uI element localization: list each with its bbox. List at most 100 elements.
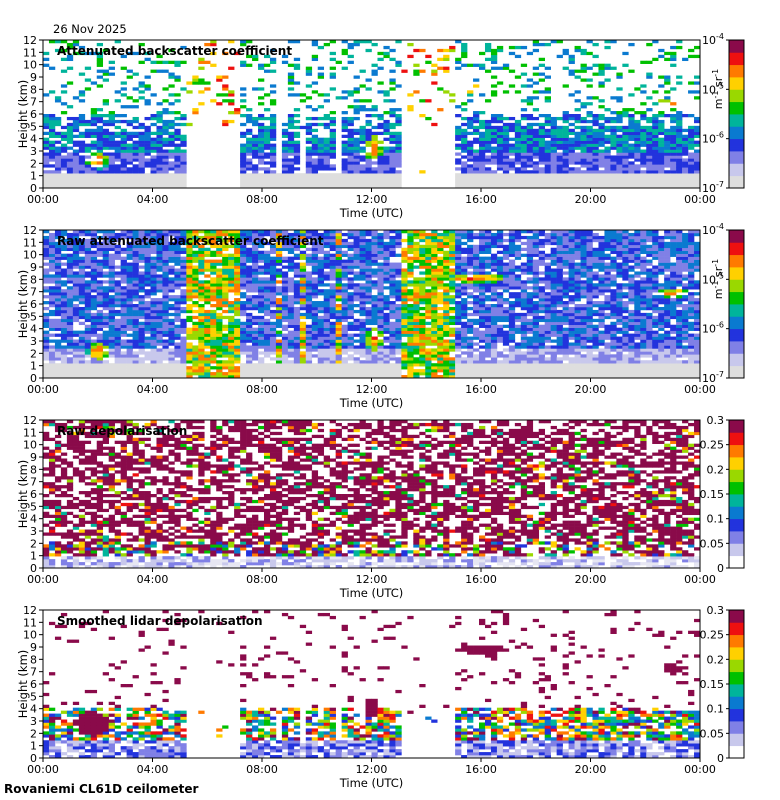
heatmap-cell: [287, 247, 295, 252]
heatmap-cell: [102, 140, 109, 144]
heatmap-cell: [377, 149, 384, 153]
heatmap-cell: [580, 134, 587, 138]
heatmap-cell: [293, 363, 301, 367]
heatmap-cell: [335, 354, 342, 358]
heatmap-cell: [43, 122, 50, 127]
heatmap-cell: [162, 253, 169, 257]
heatmap-cell: [162, 372, 169, 376]
heatmap-cell: [210, 312, 217, 317]
heatmap-cell: [586, 170, 593, 174]
heatmap-cell: [275, 372, 283, 376]
heatmap-cell: [138, 372, 145, 376]
colorbar-segment: [729, 72, 744, 75]
heatmap-cell: [180, 277, 187, 281]
heatmap-cell: [556, 179, 563, 183]
heatmap-cell: [156, 301, 163, 305]
heatmap-cell: [263, 277, 271, 281]
heatmap-cell: [305, 292, 313, 296]
colorbar-segment: [729, 121, 744, 125]
heatmap-cell: [174, 327, 181, 331]
heatmap-cell: [520, 167, 528, 171]
heatmap-cell: [96, 60, 104, 64]
heatmap-cell: [150, 69, 157, 73]
heatmap-cell: [353, 309, 360, 314]
heatmap-cell: [664, 146, 671, 150]
heatmap-cell: [102, 262, 109, 266]
heatmap-cell: [192, 230, 199, 234]
heatmap-cell: [508, 137, 516, 141]
heatmap-cell: [168, 182, 175, 186]
heatmap-cell: [383, 125, 390, 130]
heatmap-cell: [574, 161, 581, 165]
heatmap-cell: [335, 360, 342, 364]
heatmap-cell: [305, 298, 313, 302]
heatmap-cell: [156, 375, 163, 379]
heatmap-cell: [144, 185, 151, 189]
heatmap-cell: [311, 90, 319, 94]
heatmap-cell: [252, 57, 259, 62]
colorbar-segment: [729, 52, 744, 56]
heatmap-cell: [538, 78, 546, 82]
heatmap-cell: [455, 125, 462, 130]
heatmap-cell: [126, 280, 133, 284]
heatmap-cell: [293, 336, 301, 340]
heatmap-cell: [604, 161, 611, 165]
heatmap-cell: [275, 348, 283, 352]
heatmap-cell: [383, 167, 390, 171]
heatmap-cell: [240, 295, 247, 299]
heatmap-cell: [544, 42, 551, 47]
heatmap-cell: [168, 265, 175, 269]
heatmap-cell: [174, 253, 181, 257]
heatmap-cell: [341, 152, 348, 156]
heatmap-cell: [60, 360, 68, 364]
heatmap-cell: [258, 182, 265, 186]
heatmap-cell: [234, 354, 241, 358]
heatmap-cell: [126, 354, 133, 358]
heatmap-cell: [54, 152, 62, 156]
heatmap-cell: [389, 146, 396, 150]
heatmap-cell: [60, 149, 68, 153]
heatmap-cell: [72, 330, 80, 334]
heatmap-cell: [502, 116, 510, 121]
heatmap-cell: [598, 140, 605, 144]
heatmap-cell: [341, 164, 348, 168]
colorbar-segment: [729, 141, 744, 144]
heatmap-cell: [646, 137, 653, 141]
heatmap-cell: [664, 149, 671, 153]
heatmap-cell: [658, 137, 665, 141]
heatmap-cell: [252, 179, 259, 183]
heatmap-cell: [246, 283, 253, 287]
heatmap-cell: [54, 241, 62, 246]
heatmap-cell: [234, 256, 241, 260]
heatmap-cell: [592, 149, 599, 153]
heatmap-cell: [126, 250, 133, 254]
heatmap-cell: [168, 372, 175, 376]
heatmap-cell: [102, 131, 109, 136]
heatmap-cell: [359, 69, 366, 73]
heatmap-cell: [490, 155, 498, 159]
heatmap-cell: [604, 63, 611, 67]
heatmap-cell: [335, 185, 342, 189]
heatmap-cell: [102, 289, 109, 293]
heatmap-cell: [174, 271, 181, 275]
heatmap-cell: [580, 155, 587, 159]
heatmap-cell: [353, 339, 360, 343]
heatmap-cell: [293, 265, 301, 269]
heatmap-cell: [72, 304, 80, 308]
heatmap-cell: [102, 298, 109, 302]
heatmap-cell: [323, 232, 330, 237]
heatmap-cell: [96, 69, 104, 73]
heatmap-cell: [168, 232, 175, 237]
heatmap-cell: [628, 176, 635, 180]
heatmap-cell: [676, 119, 683, 124]
heatmap-cell: [180, 265, 187, 269]
heatmap-cell: [114, 119, 121, 124]
heatmap-cell: [532, 42, 540, 47]
heatmap-cell: [66, 363, 74, 367]
heatmap-cell: [269, 259, 277, 263]
heatmap-cell: [329, 306, 336, 311]
heatmap-cell: [347, 298, 354, 302]
heatmap-cell: [514, 167, 522, 171]
heatmap-cell: [138, 345, 145, 349]
heatmap-cell: [66, 274, 74, 278]
